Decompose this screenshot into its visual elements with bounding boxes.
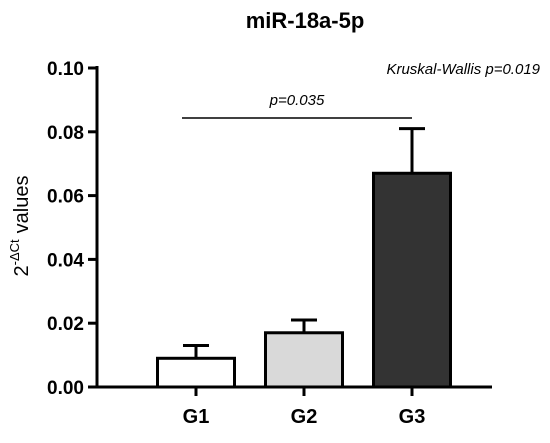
y-tick-label: 0.10 [47, 59, 84, 80]
bar-g3 [372, 171, 452, 389]
y-tick-label: 0.08 [47, 123, 84, 144]
y-tick-label: 0.04 [47, 250, 84, 271]
error-bars-group [183, 127, 425, 359]
y-ticks: 0.00 0.02 0.04 0.06 0.08 0.10 [47, 59, 97, 399]
kruskal-wallis-annotation: Kruskal-Wallis p=0.019 [386, 61, 540, 78]
y-tick-label: 0.02 [47, 314, 84, 335]
comparison-p-value: p=0.035 [269, 92, 325, 109]
y-axis: 0.00 0.02 0.04 0.06 0.08 0.10 [47, 59, 99, 399]
y-axis-title-exponent: -ΔCt [7, 239, 22, 265]
x-tick-label-g1: G1 [183, 406, 210, 428]
chart-title: miR-18a-5p [246, 8, 365, 33]
bar-g1 [156, 356, 236, 389]
comparison-bracket: p=0.035 [182, 92, 412, 119]
y-tick-label: 0.00 [47, 378, 84, 399]
x-tick-labels: G1 G2 G3 [183, 387, 426, 428]
x-tick-label-g3: G3 [399, 406, 426, 428]
y-tick-label: 0.06 [47, 187, 84, 208]
y-axis-title-base: 2 [11, 265, 33, 276]
bar-g2 [264, 331, 344, 389]
bars-group [156, 171, 452, 389]
y-axis-title: 2-ΔCt values [7, 176, 33, 277]
x-tick-label-g2: G2 [291, 406, 318, 428]
svg-text:2-ΔCtvalues: 2-ΔCt values [7, 176, 33, 277]
y-axis-title-suffix: values [11, 176, 33, 234]
